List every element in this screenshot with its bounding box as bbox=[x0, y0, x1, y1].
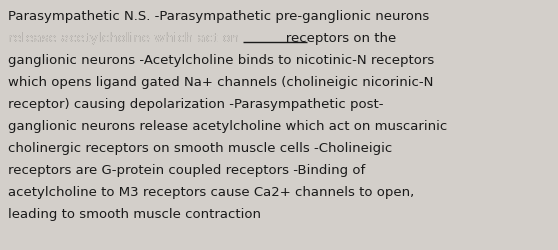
Text: acetylcholine to M3 receptors cause Ca2+ channels to open,: acetylcholine to M3 receptors cause Ca2+… bbox=[8, 185, 414, 198]
Text: cholinergic receptors on smooth muscle cells -Cholineigic: cholinergic receptors on smooth muscle c… bbox=[8, 142, 392, 154]
Text: ganglionic neurons release acetylcholine which act on muscarinic: ganglionic neurons release acetylcholine… bbox=[8, 120, 448, 132]
Text: Parasympathetic N.S. -Parasympathetic pre-ganglionic neurons: Parasympathetic N.S. -Parasympathetic pr… bbox=[8, 10, 429, 23]
Text: ganglionic neurons -Acetylcholine binds to nicotinic-N receptors: ganglionic neurons -Acetylcholine binds … bbox=[8, 54, 434, 67]
Text: receptors are G-protein coupled receptors -Binding of: receptors are G-protein coupled receptor… bbox=[8, 163, 365, 176]
Text: release acetylcholine which act on           receptors on the: release acetylcholine which act on recep… bbox=[8, 32, 396, 45]
Text: receptor) causing depolarization -Parasympathetic post-: receptor) causing depolarization -Parasy… bbox=[8, 98, 383, 110]
Text: release acetylcholine which act on: release acetylcholine which act on bbox=[8, 32, 243, 45]
Text: which opens ligand gated Na+ channels (cholineigic nicorinic-N: which opens ligand gated Na+ channels (c… bbox=[8, 76, 434, 89]
Text: release acetylcholine which act on _________: release acetylcholine which act on _____… bbox=[8, 32, 307, 45]
Text: leading to smooth muscle contraction: leading to smooth muscle contraction bbox=[8, 207, 261, 220]
